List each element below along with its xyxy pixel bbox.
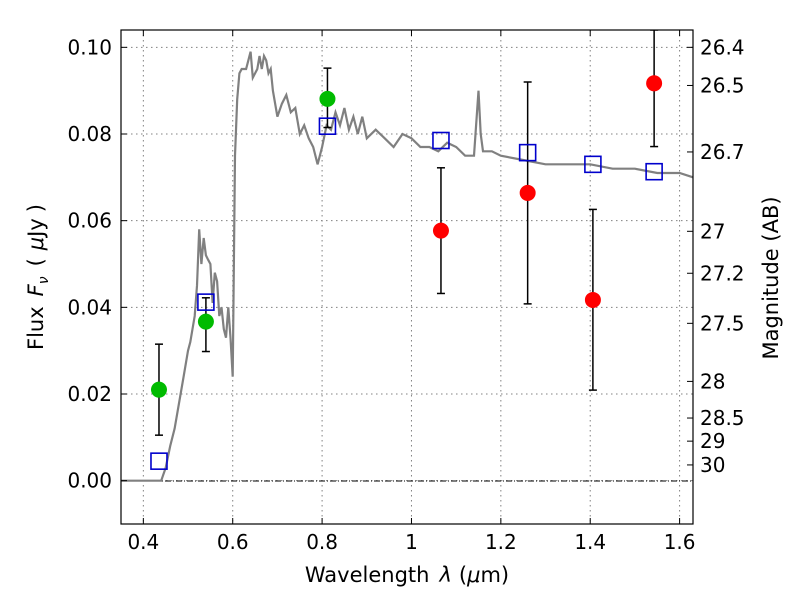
y-axis-title: Flux Fν ( μJy) — [24, 204, 52, 350]
magnitude-tick-label: 28.5 — [700, 406, 745, 430]
model-photometry-square — [432, 131, 450, 150]
x-tick-label: 1.2 — [485, 530, 517, 554]
y-tick-label: 0.00 — [67, 469, 112, 493]
y-axis-title-symbol: F — [24, 283, 48, 296]
y-axis-title-unit-open: ( — [24, 258, 48, 266]
data-layer — [121, 30, 693, 482]
x-tick-label: 0.6 — [217, 530, 249, 554]
y-axis-title-subscript: ν — [36, 276, 52, 284]
observed-flux-point — [432, 222, 449, 239]
magnitude-tick-label: 27 — [700, 219, 725, 243]
y-axis-title-unit-close: ) — [24, 204, 48, 212]
x-tick-label: 1.6 — [664, 530, 696, 554]
y-axis-title-unit-mu: μ — [24, 237, 48, 251]
x-axis-title: Wavelength λ (μm) — [305, 563, 509, 587]
x-axis-title-unit-mu: μ — [466, 563, 480, 587]
x-axis-title-symbol: λ — [438, 563, 451, 587]
y-tick-label: 0.04 — [67, 295, 112, 319]
axes-frame — [120, 29, 694, 525]
magnitude-tick-label: 30 — [700, 453, 725, 477]
model-sed-line — [121, 51, 693, 482]
model-photometry-square — [150, 452, 168, 470]
y-tick-label: 0.08 — [67, 122, 112, 146]
model-photometry-square — [518, 143, 537, 162]
x-tick-label: 1.4 — [574, 530, 606, 554]
observed-flux-point — [519, 184, 536, 201]
y2-axis-title: Magnitude (AB) — [759, 196, 783, 359]
magnitude-tick-label: 26.4 — [700, 35, 745, 59]
x-tick-label: 1 — [405, 530, 418, 554]
observed-flux-point — [319, 90, 336, 107]
y-axis-title-unit: Jy — [24, 218, 48, 239]
x-axis-title-text: Wavelength — [305, 563, 430, 587]
magnitude-tick-label: 29 — [700, 429, 725, 453]
y-axis-title-flux: Flux — [24, 306, 48, 350]
observed-flux-point — [584, 291, 601, 308]
x-tick-label: 0.4 — [127, 530, 159, 554]
y-tick-label: 0.06 — [67, 209, 112, 233]
magnitude-tick-label: 27.5 — [700, 311, 745, 335]
magnitude-tick-label: 26.5 — [700, 73, 745, 97]
x-axis-title-unit-open: ( — [459, 563, 467, 587]
x-ticks: 0.4 0.6 0.8 1 1.2 1.4 1.6 — [127, 30, 696, 554]
magnitude-tick-label: 26.7 — [700, 140, 745, 164]
y-ticks: 0.00 0.02 0.04 0.06 0.08 0.10 — [67, 35, 127, 493]
model-photometry-square — [318, 117, 337, 135]
x-tick-label: 0.8 — [306, 530, 338, 554]
grid — [121, 30, 693, 524]
x-axis-title-unit: m) — [480, 563, 509, 587]
observed-flux-point — [150, 381, 167, 398]
model-photometry-square — [645, 162, 663, 181]
model-photometry-square — [197, 293, 215, 311]
observed-flux-point — [646, 75, 663, 92]
model-photometry-square — [584, 155, 602, 174]
magnitude-tick-label: 28 — [700, 369, 725, 393]
magnitude-tick-label: 27.2 — [700, 261, 745, 285]
plot-area — [121, 30, 693, 482]
y-tick-label: 0.02 — [67, 382, 112, 406]
observed-flux-point — [197, 313, 214, 330]
y-tick-label: 0.10 — [67, 35, 112, 59]
